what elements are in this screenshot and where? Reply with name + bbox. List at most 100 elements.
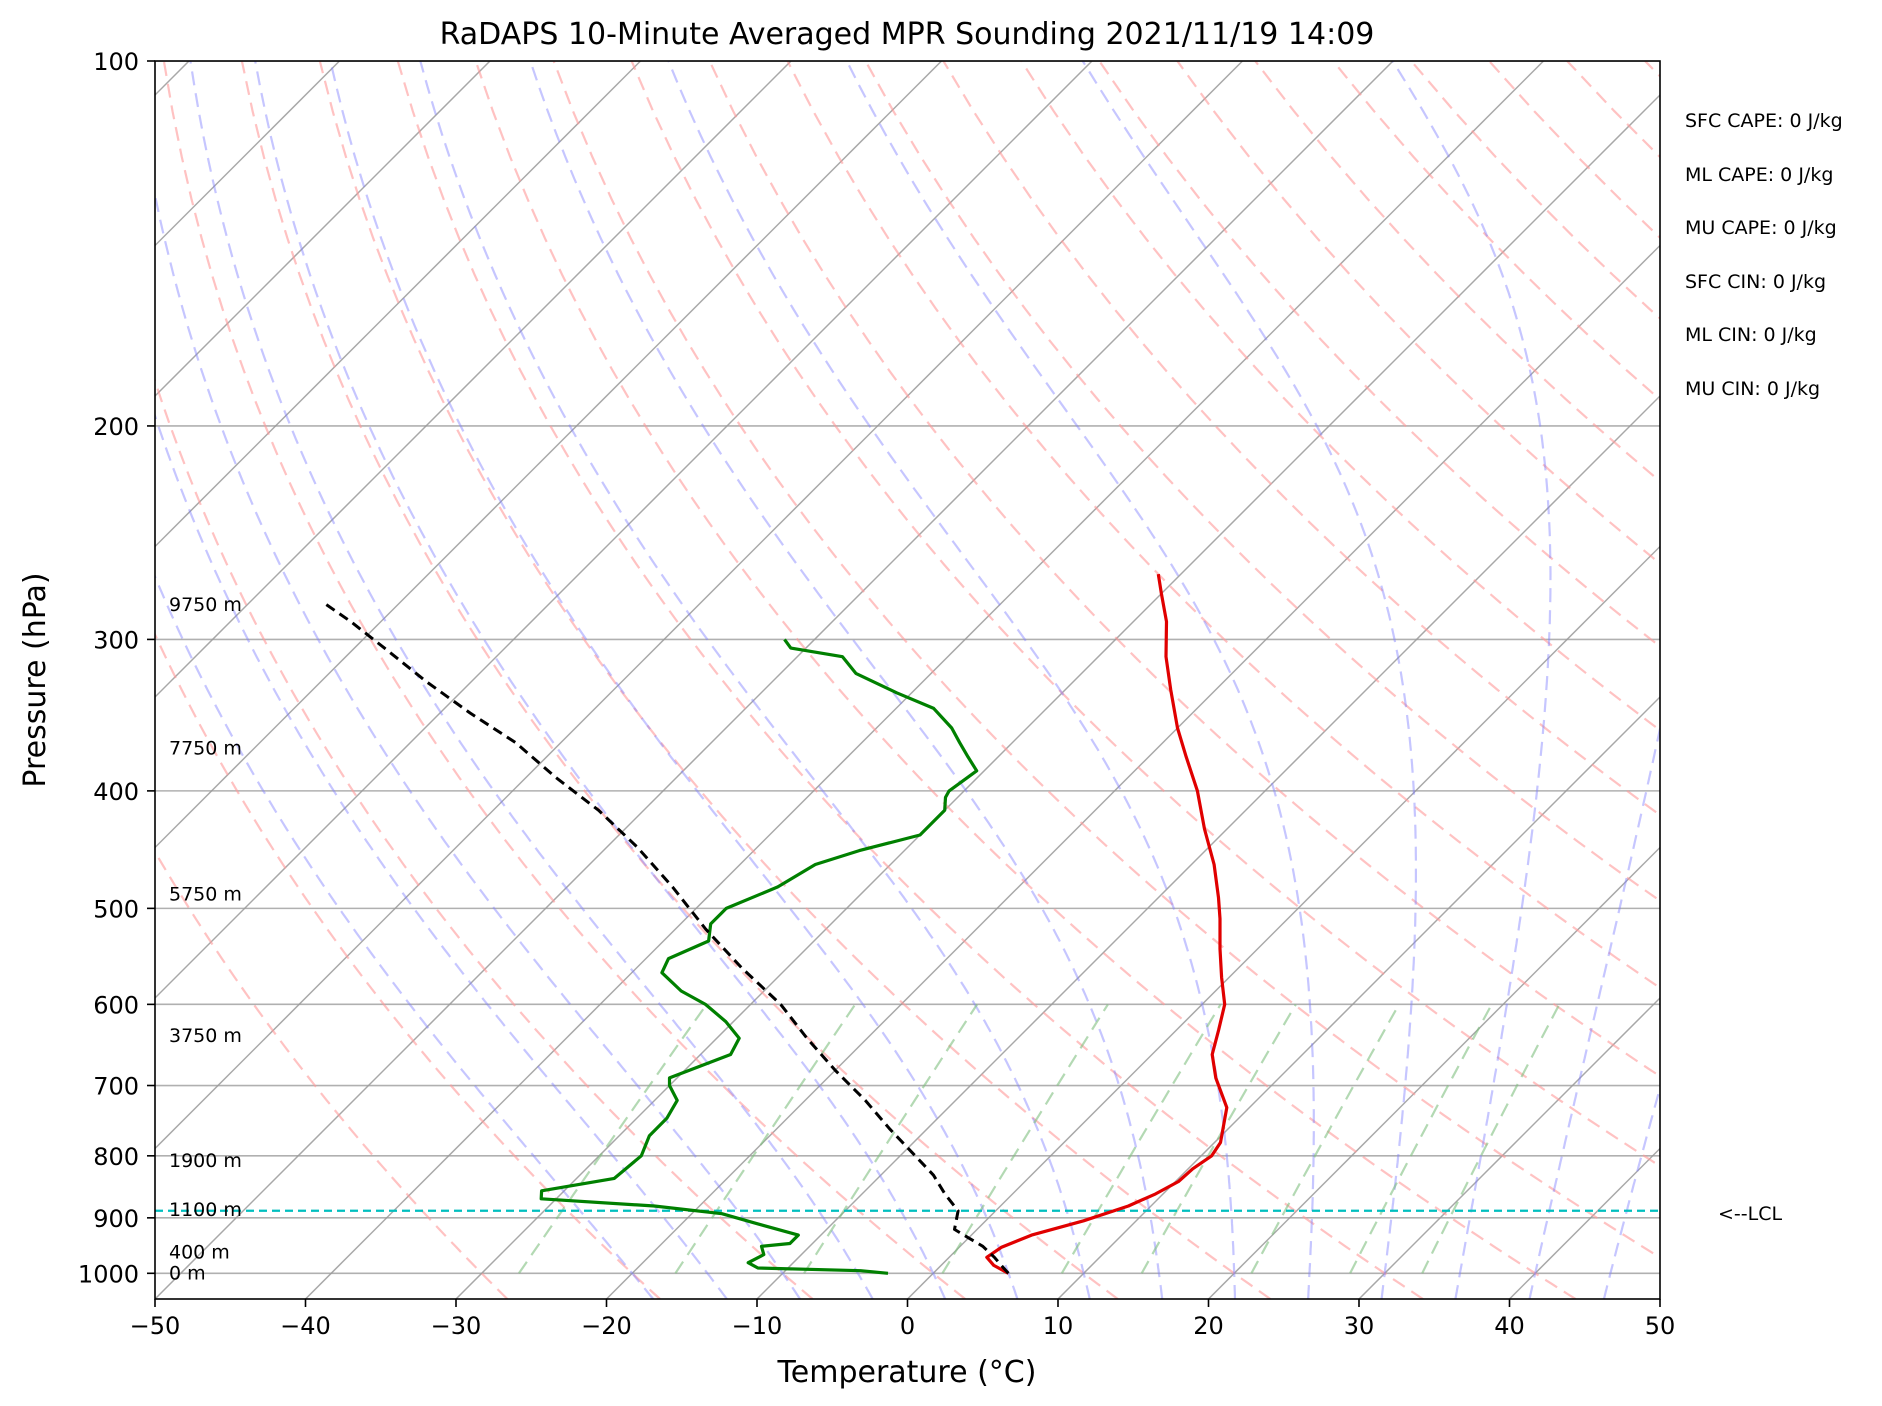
y-tick-label: 1000 bbox=[78, 1260, 139, 1288]
x-tick-label: 40 bbox=[1494, 1312, 1525, 1340]
y-tick-label: 900 bbox=[93, 1205, 139, 1233]
isotherm-line bbox=[155, 61, 1244, 1150]
isotherm-line bbox=[1358, 996, 1660, 1299]
x-tick-label: −30 bbox=[431, 1312, 482, 1340]
dry-adiabat-line bbox=[786, 61, 1660, 990]
stat-mu-cape: MU CAPE: 0 J/kg bbox=[1685, 217, 1837, 239]
mixing-ratio-line bbox=[941, 1003, 1109, 1274]
dry-adiabat-line bbox=[396, 61, 1424, 1299]
height-label: 1900 m bbox=[169, 1150, 242, 1172]
dry-adiabat-line bbox=[708, 61, 1660, 1078]
moist-adiabat-line bbox=[329, 61, 1019, 1299]
moist-adiabat-line bbox=[155, 189, 801, 1299]
height-label: 3750 m bbox=[169, 1025, 242, 1047]
isotherm-line bbox=[155, 61, 1093, 1000]
y-tick-label: 300 bbox=[93, 626, 139, 654]
moist-adiabat-line bbox=[254, 61, 947, 1299]
mixing-ratio-line bbox=[1140, 1003, 1297, 1274]
height-label: 9750 m bbox=[169, 594, 242, 616]
isotherm-line bbox=[906, 545, 1660, 1299]
y-tick-label: 700 bbox=[93, 1073, 139, 1101]
mixing-ratio-line bbox=[517, 1003, 708, 1274]
height-label: 0 m bbox=[169, 1262, 206, 1284]
isotherm-line bbox=[1659, 1297, 1660, 1299]
moist-adiabat-line bbox=[845, 61, 1315, 1299]
y-tick-label: 800 bbox=[93, 1143, 139, 1171]
stat-ml-cape: ML CAPE: 0 J/kg bbox=[1685, 164, 1834, 186]
x-tick-label: −50 bbox=[130, 1312, 181, 1340]
dry-adiabat-line bbox=[552, 61, 1660, 1259]
dewpoint-profile-line bbox=[539, 638, 979, 1275]
y-tick-label: 400 bbox=[93, 778, 139, 806]
isotherm-line bbox=[155, 61, 943, 849]
dry-adiabat-line bbox=[155, 631, 661, 1299]
isotherm-line bbox=[1207, 846, 1660, 1299]
isotherm-line bbox=[155, 61, 642, 548]
dry-adiabat-line bbox=[1644, 61, 1660, 78]
stat-sfc-cin: SFC CIN: 0 J/kg bbox=[1685, 271, 1827, 293]
y-tick-label: 500 bbox=[93, 895, 139, 923]
height-label: 7750 m bbox=[169, 737, 242, 759]
dry-adiabat-line bbox=[155, 849, 509, 1299]
dry-adiabat-line bbox=[162, 61, 966, 1299]
y-tick-label: 100 bbox=[93, 48, 139, 76]
dry-adiabat-line bbox=[1176, 61, 1660, 565]
dry-adiabat-line bbox=[1566, 61, 1660, 159]
x-tick-label: −10 bbox=[732, 1312, 783, 1340]
isotherm-line bbox=[605, 244, 1660, 1299]
dry-adiabat-line bbox=[1332, 61, 1660, 402]
isotherm-line bbox=[756, 394, 1660, 1299]
isotherm-line bbox=[155, 61, 1394, 1299]
moist-adiabat-line bbox=[667, 61, 1237, 1299]
dry-adiabat-line bbox=[1254, 61, 1660, 483]
x-tick-label: 0 bbox=[900, 1312, 915, 1340]
moist-adiabat-line bbox=[189, 61, 874, 1299]
dry-adiabat-line bbox=[240, 61, 1119, 1299]
height-label: 400 m bbox=[169, 1241, 230, 1263]
lcl-label: <--LCL bbox=[1718, 1203, 1783, 1225]
height-label: 1100 m bbox=[169, 1199, 242, 1221]
moist-adiabat-line bbox=[1528, 723, 1660, 1299]
stat-mu-cin: MU CIN: 0 J/kg bbox=[1685, 378, 1821, 400]
isotherm-line bbox=[455, 93, 1660, 1299]
dry-adiabat-line bbox=[1723, 61, 1882, 1299]
mixing-ratio-line bbox=[674, 1003, 857, 1274]
moist-adiabat-line bbox=[155, 412, 728, 1299]
x-tick-label: 30 bbox=[1344, 1312, 1375, 1340]
dry-adiabat-line bbox=[942, 61, 1660, 817]
isotherm-line bbox=[304, 61, 1545, 1299]
isotherm-line bbox=[1811, 61, 1882, 1299]
stat-ml-cin: ML CIN: 0 J/kg bbox=[1685, 324, 1817, 346]
dry-adiabat-line bbox=[864, 61, 1660, 903]
moist-adiabat-line bbox=[1391, 61, 1552, 1299]
x-tick-label: −40 bbox=[280, 1312, 331, 1340]
isotherm-line bbox=[1057, 695, 1660, 1299]
dry-adiabat-line bbox=[474, 61, 1577, 1299]
x-axis-label: Temperature (°C) bbox=[777, 1355, 1037, 1390]
moist-adiabat-line bbox=[419, 61, 1091, 1299]
y-tick-label: 600 bbox=[93, 991, 139, 1019]
mixing-ratio-line bbox=[803, 1003, 979, 1274]
x-tick-label: −20 bbox=[581, 1312, 632, 1340]
chart-title: RaDAPS 10-Minute Averaged MPR Sounding 2… bbox=[440, 17, 1375, 52]
x-tick-label: 20 bbox=[1193, 1312, 1224, 1340]
y-axis-label: Pressure (hPa) bbox=[18, 572, 53, 787]
dry-adiabat-line bbox=[630, 61, 1660, 1168]
moist-adiabat-line bbox=[1602, 1083, 1660, 1299]
mixing-ratio-line bbox=[1349, 1003, 1493, 1274]
x-tick-label: 10 bbox=[1043, 1312, 1074, 1340]
temperature-profile-line bbox=[985, 573, 1229, 1275]
dry-adiabat-line bbox=[1410, 61, 1660, 320]
moist-adiabat-line bbox=[155, 573, 655, 1299]
x-tick-label: 50 bbox=[1645, 1312, 1676, 1340]
dry-adiabat-line bbox=[1020, 61, 1660, 732]
isotherm-line bbox=[155, 61, 491, 398]
y-tick-label: 200 bbox=[93, 413, 139, 441]
mixing-ratio-line bbox=[1421, 1003, 1561, 1274]
mixing-ratio-line bbox=[1060, 1003, 1222, 1274]
isotherm-line bbox=[155, 61, 792, 699]
height-label: 5750 m bbox=[169, 883, 242, 905]
parcel-profile-line bbox=[323, 601, 1010, 1275]
moist-adiabat-line bbox=[1081, 61, 1418, 1299]
